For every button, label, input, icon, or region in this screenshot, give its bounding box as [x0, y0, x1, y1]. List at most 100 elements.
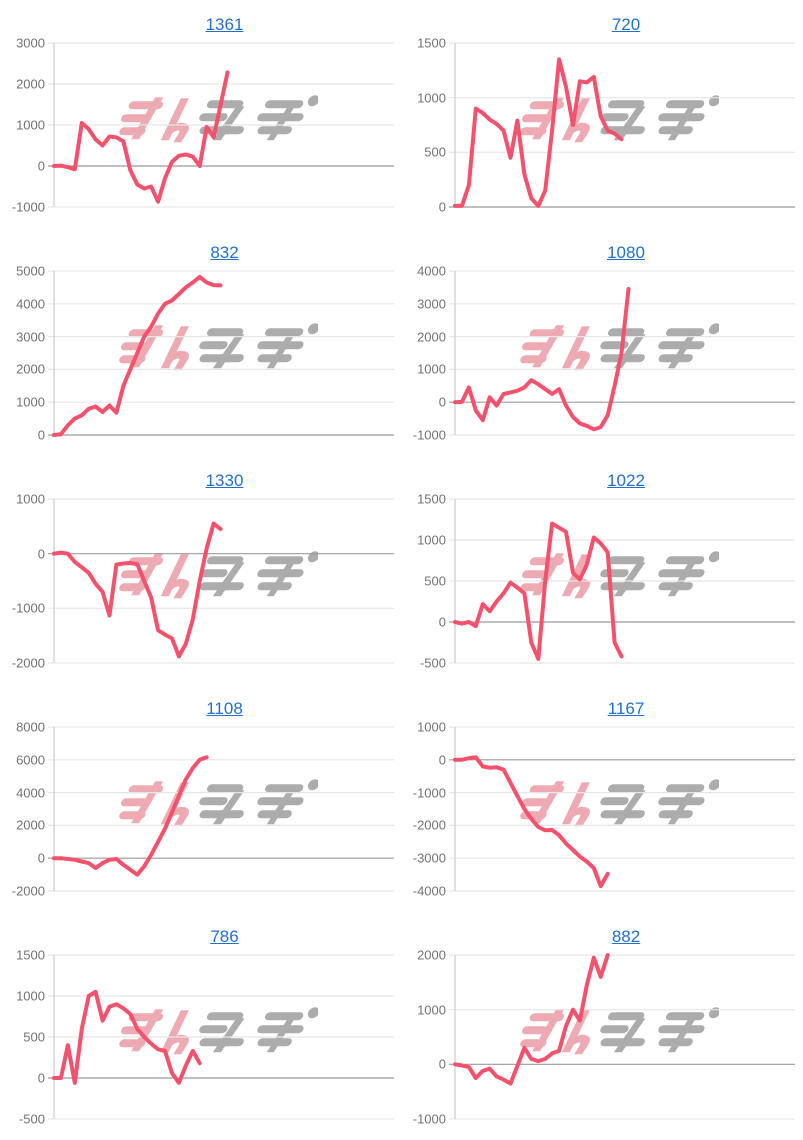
y-axis-tick-label: -1000: [412, 427, 446, 443]
chart-title-link[interactable]: 1108: [206, 698, 243, 718]
plot-area: [48, 42, 394, 208]
y-axis-tick-label: 1000: [16, 491, 45, 507]
minrepo-watermark-logo: [110, 550, 320, 607]
y-axis-tick-label: -2000: [11, 655, 45, 671]
y-axis-tick-label: 4000: [417, 263, 446, 279]
y-axis-tick-label: -1000: [11, 199, 45, 215]
line-chart: [449, 953, 795, 1120]
chart-cell: 786 1500 1000 500 0 -500: [0, 912, 401, 1140]
y-axis: 2000 1000 0 -1000: [401, 948, 449, 1127]
y-axis-tick-label: 0: [438, 199, 446, 215]
chart-title-row: 1108: [0, 684, 401, 727]
minrepo-logo-glyphs: [119, 551, 320, 599]
y-axis: 1000 0 -1000 -2000 -3000 -4000: [401, 720, 449, 899]
y-axis: 1500 1000 500 0 -500: [0, 948, 48, 1127]
chart-title-link[interactable]: 832: [210, 242, 239, 262]
y-axis: 3000 2000 1000 0 -1000: [0, 36, 48, 215]
plot-row: 5000 4000 3000 2000 1000 0: [0, 264, 401, 443]
y-axis-tick-label: 2000: [417, 947, 446, 963]
plot-row: 8000 6000 4000 2000 0 -2000: [0, 720, 401, 899]
y-axis-tick-label: 1500: [16, 947, 45, 963]
y-axis-tick-label: 0: [37, 850, 45, 866]
chart-title-link[interactable]: 1080: [607, 242, 645, 262]
y-axis-tick-label: 2000: [16, 817, 45, 833]
chart-cell: 1022 1500 1000 500 0 -500: [401, 456, 803, 684]
y-axis-tick-label: 1000: [417, 361, 446, 377]
y-axis: 8000 6000 4000 2000 0 -2000: [0, 720, 48, 899]
y-axis-tick-label: 1000: [417, 532, 446, 548]
plot-row: 1000 0 -1000 -2000 -3000 -4000: [401, 720, 803, 899]
chart-cell: 1361 3000 2000 1000 0 -1000: [0, 0, 401, 228]
y-axis-tick-label: -4000: [412, 883, 446, 899]
line-chart: [449, 270, 795, 436]
plot-area: [449, 953, 795, 1120]
y-axis-tick-label: -500: [18, 1111, 45, 1127]
chart-title-link[interactable]: 1330: [205, 470, 244, 490]
y-axis-tick-label: 0: [438, 752, 446, 768]
minrepo-logo-glyphs: [119, 323, 320, 371]
y-axis-tick-label: -1000: [11, 600, 45, 616]
chart-cell: 1167 1000 0 -1000 -2000 -3000 -4000: [401, 684, 803, 912]
chart-cell: 1108 8000 6000 4000 2000 0 -2000: [0, 684, 401, 912]
minrepo-logo-glyphs: [119, 1007, 320, 1055]
chart-cell: 832 5000 4000 3000 2000 1000 0: [0, 228, 401, 456]
chart-title-row: 1167: [401, 684, 803, 727]
plot-area: [48, 270, 394, 437]
y-axis-tick-label: 4000: [16, 785, 45, 801]
plot-row: 4000 3000 2000 1000 0 -1000: [401, 264, 803, 443]
y-axis-tick-label: 3000: [417, 296, 446, 312]
y-axis-tick-label: 1000: [16, 988, 45, 1004]
minrepo-logo-glyphs: [520, 779, 721, 827]
minrepo-logo-glyphs: [520, 323, 721, 371]
plot-area: [449, 726, 795, 892]
plot-row: 1000 0 -1000 -2000: [0, 492, 401, 671]
line-chart: [48, 42, 394, 208]
y-axis-tick-label: 500: [424, 573, 446, 589]
line-chart: [48, 726, 394, 892]
y-axis-tick-label: 1500: [417, 35, 446, 51]
chart-title-link[interactable]: 1022: [607, 470, 645, 490]
chart-title-link[interactable]: 1167: [607, 698, 645, 718]
y-axis-tick-label: 0: [37, 546, 45, 562]
plot-row: 1500 1000 500 0: [401, 36, 803, 215]
line-chart: [48, 954, 394, 1120]
chart-title-row: 882: [401, 912, 803, 955]
y-axis-tick-label: 6000: [16, 752, 45, 768]
line-chart: [449, 498, 795, 664]
plot-area: [48, 498, 394, 664]
chart-title-row: 786: [0, 912, 401, 955]
y-axis: 4000 3000 2000 1000 0 -1000: [401, 264, 449, 443]
y-axis-tick-label: -1000: [412, 1111, 446, 1127]
line-chart: [48, 498, 394, 664]
y-axis-tick-label: -1000: [412, 785, 446, 801]
chart-title-link[interactable]: 1361: [205, 14, 244, 34]
minrepo-watermark-logo: [511, 322, 721, 379]
chart-title-link[interactable]: 720: [611, 14, 641, 34]
chart-cell: 1330 1000 0 -1000 -2000: [0, 456, 401, 684]
minrepo-logo-glyphs: [520, 95, 721, 143]
chart-cell: 882 2000 1000 0 -1000: [401, 912, 803, 1140]
plot-area: [449, 42, 795, 208]
chart-title-link[interactable]: 786: [210, 926, 239, 946]
y-axis-tick-label: -2000: [412, 817, 446, 833]
minrepo-watermark-logo: [511, 778, 721, 835]
y-axis-tick-label: 0: [438, 1056, 446, 1072]
plot-area: [449, 498, 795, 664]
plot-row: 2000 1000 0 -1000: [401, 948, 803, 1127]
y-axis-tick-label: 5000: [16, 263, 45, 279]
chart-title-row: 720: [401, 0, 803, 43]
plot-area: [449, 270, 795, 436]
y-axis-tick-label: 1000: [417, 90, 446, 106]
y-axis-tick-label: 8000: [16, 719, 45, 735]
y-axis-tick-label: 0: [438, 394, 446, 410]
chart-title-link[interactable]: 882: [611, 926, 641, 946]
y-axis: 1000 0 -1000 -2000: [0, 492, 48, 671]
minrepo-watermark-logo: [110, 322, 320, 379]
y-axis-tick-label: 3000: [16, 35, 45, 51]
y-axis-tick-label: 1000: [16, 394, 45, 410]
y-axis: 5000 4000 3000 2000 1000 0: [0, 264, 48, 443]
minrepo-watermark-logo: [110, 1006, 320, 1063]
y-axis-tick-label: 1000: [16, 117, 45, 133]
minrepo-watermark-logo: [511, 1006, 721, 1063]
